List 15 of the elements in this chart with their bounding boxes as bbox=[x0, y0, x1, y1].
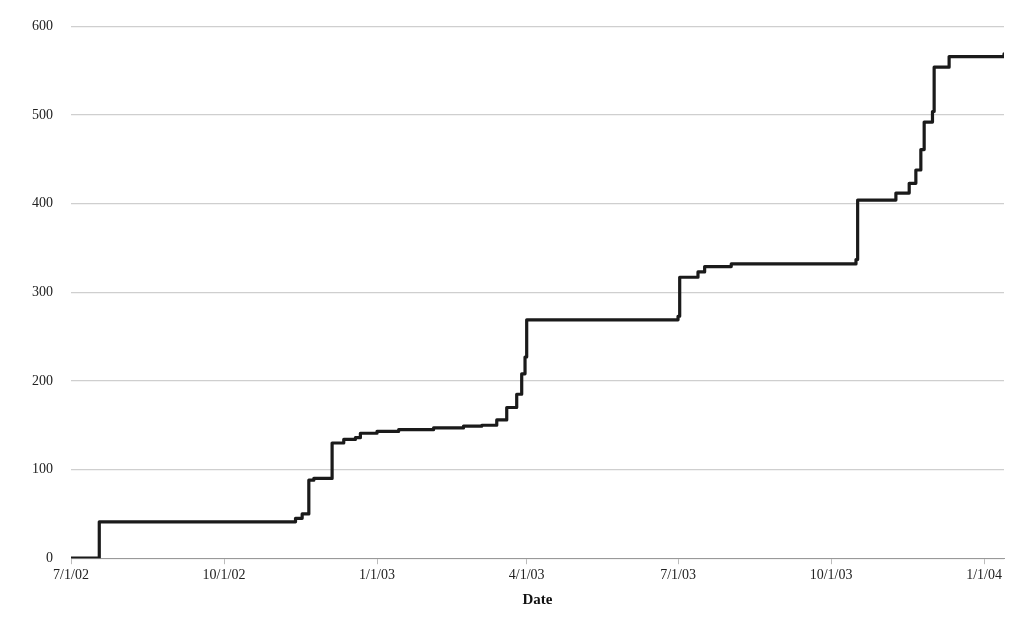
y-tick-label: 400 bbox=[32, 195, 53, 211]
y-tick-label: 100 bbox=[32, 461, 53, 477]
x-tick-label: 7/1/02 bbox=[53, 567, 89, 583]
x-tick-label: 4/1/03 bbox=[508, 567, 545, 583]
x-tick-label: 1/1/04 bbox=[966, 567, 1002, 583]
x-tick-label: 10/1/03 bbox=[809, 567, 853, 583]
y-tick-label: 600 bbox=[32, 18, 53, 34]
x-tick-label: 1/1/03 bbox=[359, 567, 395, 583]
x-tick-label: 7/1/03 bbox=[660, 567, 696, 583]
y-tick-label: 300 bbox=[32, 283, 53, 299]
y-tick-label: 0 bbox=[46, 549, 53, 565]
y-tick-label: 200 bbox=[32, 372, 53, 388]
x-tick-label: 10/1/02 bbox=[202, 567, 246, 583]
x-axis-title: Date bbox=[522, 590, 553, 607]
y-tick-label: 500 bbox=[32, 106, 53, 122]
